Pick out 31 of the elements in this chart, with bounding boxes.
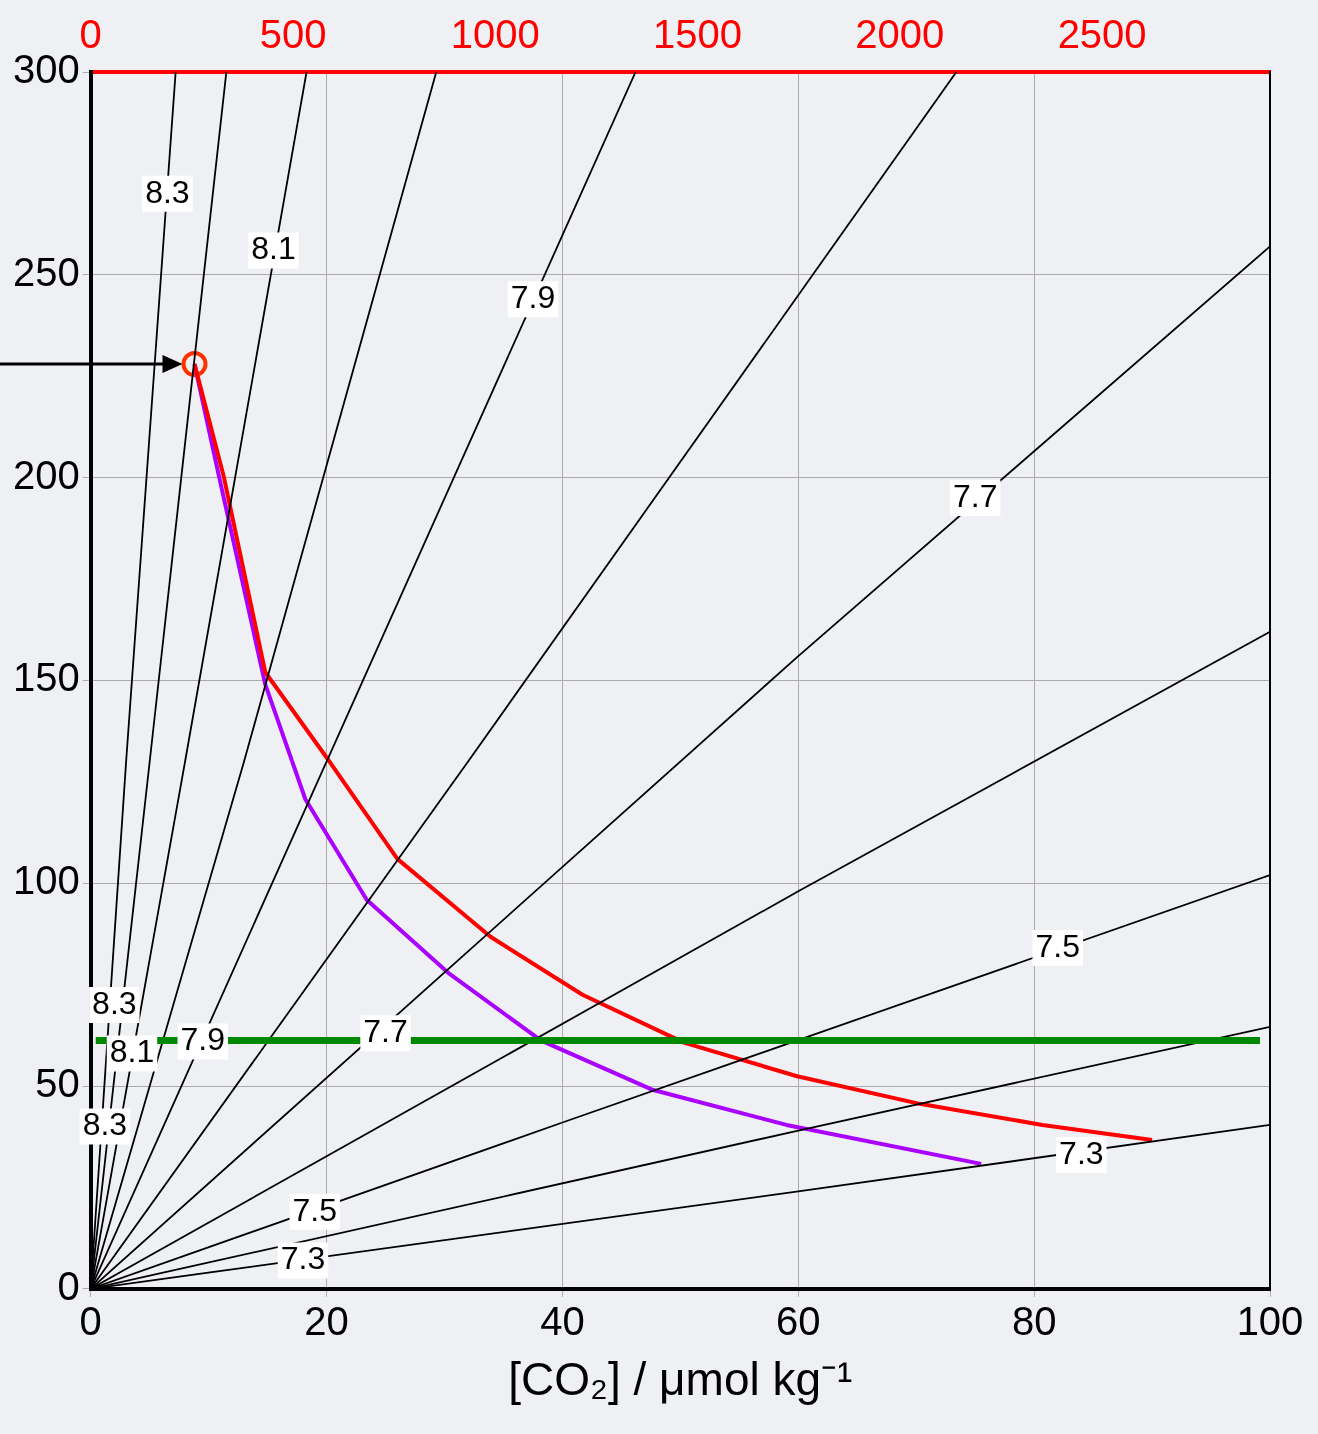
- annotation: 7.9: [180, 1021, 226, 1058]
- annotation: 7.9: [510, 278, 556, 315]
- annotation: 8.3: [92, 984, 137, 1021]
- x-tick-label: 40: [540, 1298, 585, 1343]
- y-tick-label: 0: [57, 1263, 80, 1308]
- x-tick-label: 100: [1236, 1298, 1304, 1343]
- annotation: 8.1: [251, 230, 296, 267]
- x-tick-label: 80: [1011, 1298, 1057, 1343]
- x-tick-label: 20: [304, 1298, 349, 1343]
- annotation: 8.3: [145, 173, 190, 210]
- y-tick-label: 250: [12, 249, 80, 294]
- y-tick-label: 150: [12, 655, 80, 700]
- annotation: 8.1: [109, 1033, 155, 1070]
- y-tick-label: 100: [12, 858, 80, 903]
- annotation: 7.7: [363, 1013, 408, 1050]
- annotation: 7.5: [292, 1191, 338, 1228]
- annotation: 7.3: [280, 1240, 326, 1277]
- x-axis-title: [CO₂] / μmol kg⁻¹: [508, 1353, 853, 1406]
- annotation: 7.7: [952, 477, 998, 514]
- x2-tick-label: 2000: [855, 12, 945, 57]
- y-tick-label: 50: [35, 1061, 80, 1106]
- x2-tick-label: 2500: [1057, 12, 1147, 57]
- annotation: 7.5: [1035, 927, 1080, 964]
- annotation: 8.3: [82, 1106, 128, 1143]
- y-tick-label: 300: [12, 47, 80, 92]
- y-tick-label: 200: [12, 452, 80, 497]
- x2-tick-label: 500: [259, 12, 327, 57]
- annotation: 7.3: [1059, 1134, 1104, 1171]
- x2-tick-label: 1500: [653, 12, 743, 57]
- x-tick-label: 60: [776, 1298, 821, 1343]
- x2-tick-label: 1000: [450, 12, 540, 57]
